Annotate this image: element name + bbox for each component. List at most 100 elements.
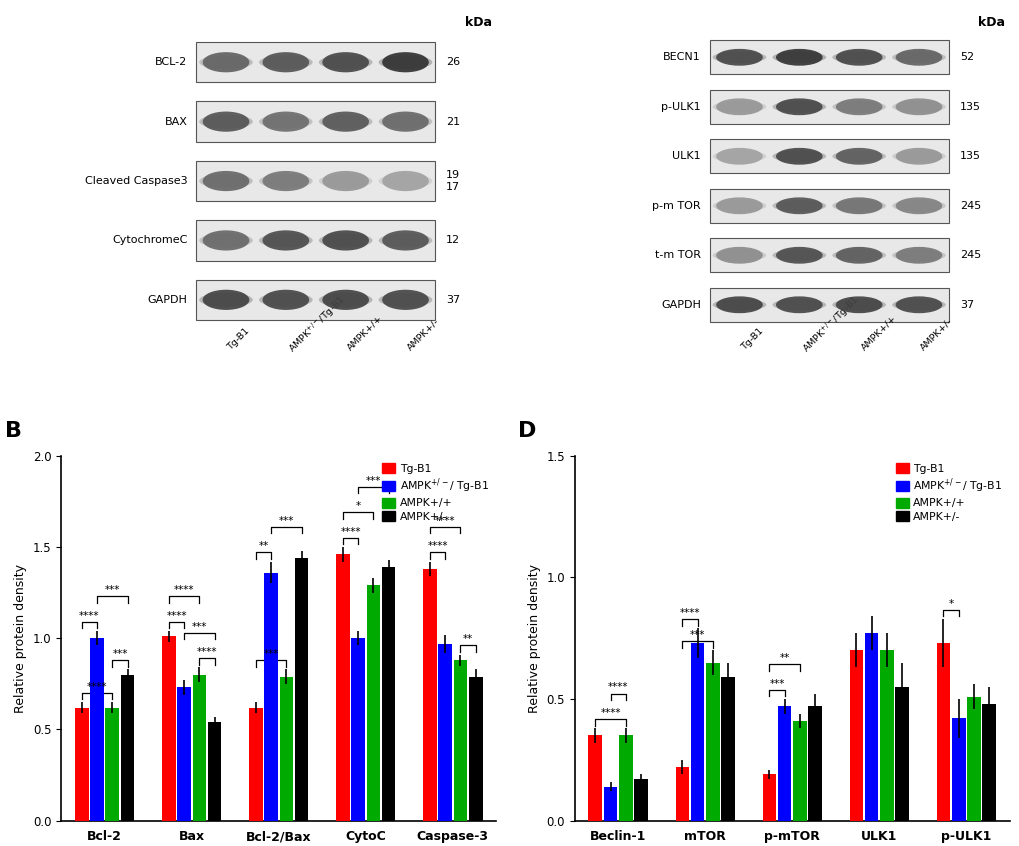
Text: ****: **** bbox=[197, 647, 217, 657]
Text: 52: 52 bbox=[959, 52, 973, 63]
Text: **: ** bbox=[463, 634, 473, 645]
Ellipse shape bbox=[199, 114, 253, 129]
Bar bbox=[981, 704, 995, 821]
Bar bbox=[705, 662, 719, 821]
Bar bbox=[935, 643, 950, 821]
Ellipse shape bbox=[895, 197, 942, 214]
Ellipse shape bbox=[775, 197, 822, 214]
Ellipse shape bbox=[835, 98, 881, 115]
Bar bbox=[249, 707, 263, 821]
Ellipse shape bbox=[771, 101, 825, 113]
Bar bbox=[762, 774, 775, 821]
Ellipse shape bbox=[775, 148, 822, 165]
Ellipse shape bbox=[712, 250, 765, 261]
Text: *: * bbox=[356, 501, 361, 511]
Text: AMPK$^{+/-}$/Tg-B1: AMPK$^{+/-}$/Tg-B1 bbox=[799, 293, 862, 356]
Ellipse shape bbox=[832, 151, 886, 162]
FancyBboxPatch shape bbox=[709, 239, 948, 272]
Bar bbox=[634, 779, 647, 821]
Y-axis label: Relative protein density: Relative protein density bbox=[527, 563, 540, 712]
Ellipse shape bbox=[319, 114, 372, 129]
Text: kDa: kDa bbox=[977, 16, 1005, 30]
FancyBboxPatch shape bbox=[709, 41, 948, 74]
Ellipse shape bbox=[771, 250, 825, 261]
FancyBboxPatch shape bbox=[709, 90, 948, 124]
Ellipse shape bbox=[378, 233, 432, 248]
Ellipse shape bbox=[378, 174, 432, 188]
Ellipse shape bbox=[378, 114, 432, 129]
Bar bbox=[469, 677, 482, 821]
Bar bbox=[951, 718, 965, 821]
FancyBboxPatch shape bbox=[709, 140, 948, 173]
FancyBboxPatch shape bbox=[196, 220, 435, 261]
Text: ****: **** bbox=[434, 516, 455, 526]
Ellipse shape bbox=[322, 171, 369, 191]
Text: 26: 26 bbox=[446, 58, 460, 67]
Bar bbox=[264, 573, 278, 821]
Bar bbox=[895, 687, 908, 821]
Text: ***: *** bbox=[105, 585, 120, 595]
Text: AMPK+/+: AMPK+/+ bbox=[858, 313, 897, 352]
Ellipse shape bbox=[203, 171, 249, 191]
Bar bbox=[279, 677, 292, 821]
Bar bbox=[381, 567, 395, 821]
Ellipse shape bbox=[771, 299, 825, 310]
Bar bbox=[588, 735, 601, 821]
Text: ****: **** bbox=[173, 585, 195, 595]
Bar bbox=[807, 706, 821, 821]
Text: Tg-B1: Tg-B1 bbox=[739, 327, 764, 352]
FancyBboxPatch shape bbox=[196, 280, 435, 320]
Ellipse shape bbox=[319, 174, 372, 188]
Text: Tg-B1: Tg-B1 bbox=[226, 327, 252, 352]
Text: t-m TOR: t-m TOR bbox=[654, 250, 700, 261]
Text: BECN1: BECN1 bbox=[662, 52, 700, 63]
Text: ****: **** bbox=[427, 541, 447, 552]
Text: *: * bbox=[948, 598, 953, 608]
Ellipse shape bbox=[832, 101, 886, 113]
Ellipse shape bbox=[895, 296, 942, 313]
Bar bbox=[336, 554, 350, 821]
Bar bbox=[675, 767, 689, 821]
Ellipse shape bbox=[715, 98, 762, 115]
Text: ***: *** bbox=[192, 622, 207, 632]
Ellipse shape bbox=[262, 171, 309, 191]
Text: ***: *** bbox=[278, 516, 293, 526]
Ellipse shape bbox=[892, 151, 945, 162]
Ellipse shape bbox=[712, 200, 765, 212]
Text: A: A bbox=[48, 0, 65, 4]
Ellipse shape bbox=[895, 247, 942, 264]
Ellipse shape bbox=[892, 101, 945, 113]
Bar bbox=[208, 722, 221, 821]
Text: kDa: kDa bbox=[465, 16, 491, 30]
Text: ****: **** bbox=[679, 608, 699, 618]
Ellipse shape bbox=[771, 52, 825, 63]
Ellipse shape bbox=[259, 55, 313, 69]
Ellipse shape bbox=[322, 52, 369, 73]
Text: 21: 21 bbox=[446, 117, 460, 127]
Text: ****: **** bbox=[607, 683, 628, 692]
Ellipse shape bbox=[832, 250, 886, 261]
Ellipse shape bbox=[775, 98, 822, 115]
Text: BAX: BAX bbox=[164, 117, 187, 127]
Text: AMPK+/-: AMPK+/- bbox=[918, 316, 954, 352]
Ellipse shape bbox=[199, 233, 253, 248]
Ellipse shape bbox=[832, 52, 886, 63]
Text: GAPDH: GAPDH bbox=[660, 299, 700, 310]
Ellipse shape bbox=[203, 52, 249, 73]
Bar bbox=[105, 707, 119, 821]
Text: **: ** bbox=[258, 541, 268, 552]
Ellipse shape bbox=[382, 171, 428, 191]
Ellipse shape bbox=[259, 233, 313, 248]
Bar bbox=[619, 735, 632, 821]
Text: 135: 135 bbox=[959, 151, 980, 162]
Bar bbox=[453, 660, 467, 821]
Bar bbox=[423, 569, 436, 821]
Ellipse shape bbox=[259, 114, 313, 129]
Text: 135: 135 bbox=[959, 102, 980, 112]
Bar bbox=[777, 706, 791, 821]
Ellipse shape bbox=[319, 55, 372, 69]
Ellipse shape bbox=[199, 293, 253, 307]
Text: ***: *** bbox=[366, 475, 381, 486]
Ellipse shape bbox=[892, 250, 945, 261]
Text: ***: *** bbox=[112, 649, 127, 659]
